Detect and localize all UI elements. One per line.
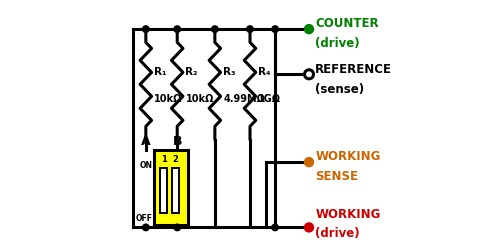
Circle shape (212, 27, 218, 33)
Circle shape (142, 224, 149, 231)
Circle shape (174, 27, 180, 33)
Circle shape (246, 27, 254, 33)
Text: OFF: OFF (136, 213, 153, 222)
Text: REFERENCE: REFERENCE (316, 62, 392, 75)
Circle shape (272, 224, 278, 231)
Text: WORKING: WORKING (316, 207, 380, 220)
Circle shape (304, 70, 314, 80)
Text: 4.99MΩ: 4.99MΩ (223, 94, 265, 104)
Bar (172, 168, 178, 213)
Circle shape (272, 27, 278, 33)
Text: ON: ON (140, 160, 153, 170)
Text: 10kΩ: 10kΩ (186, 94, 214, 104)
Text: SENSE: SENSE (316, 170, 358, 183)
Text: R₁: R₁ (154, 66, 166, 76)
Circle shape (174, 224, 180, 231)
Text: 10kΩ: 10kΩ (154, 94, 182, 104)
Circle shape (304, 26, 314, 35)
Text: R₂: R₂ (186, 66, 198, 76)
Circle shape (304, 223, 314, 232)
Text: (sense): (sense) (316, 82, 364, 95)
Text: 2: 2 (172, 154, 178, 164)
Bar (154, 150, 188, 225)
Text: R₄: R₄ (258, 66, 271, 76)
Text: R₃: R₃ (223, 66, 236, 76)
Text: (drive): (drive) (316, 37, 360, 50)
Text: WORKING: WORKING (316, 150, 380, 163)
Text: 1: 1 (160, 154, 166, 164)
Text: A: A (141, 134, 150, 147)
Text: COUNTER: COUNTER (316, 17, 379, 30)
Text: 1GΩ: 1GΩ (258, 94, 281, 104)
Text: B: B (172, 134, 182, 147)
Circle shape (142, 27, 149, 33)
Circle shape (304, 158, 314, 167)
Text: (drive): (drive) (316, 226, 360, 239)
Bar (160, 168, 167, 213)
